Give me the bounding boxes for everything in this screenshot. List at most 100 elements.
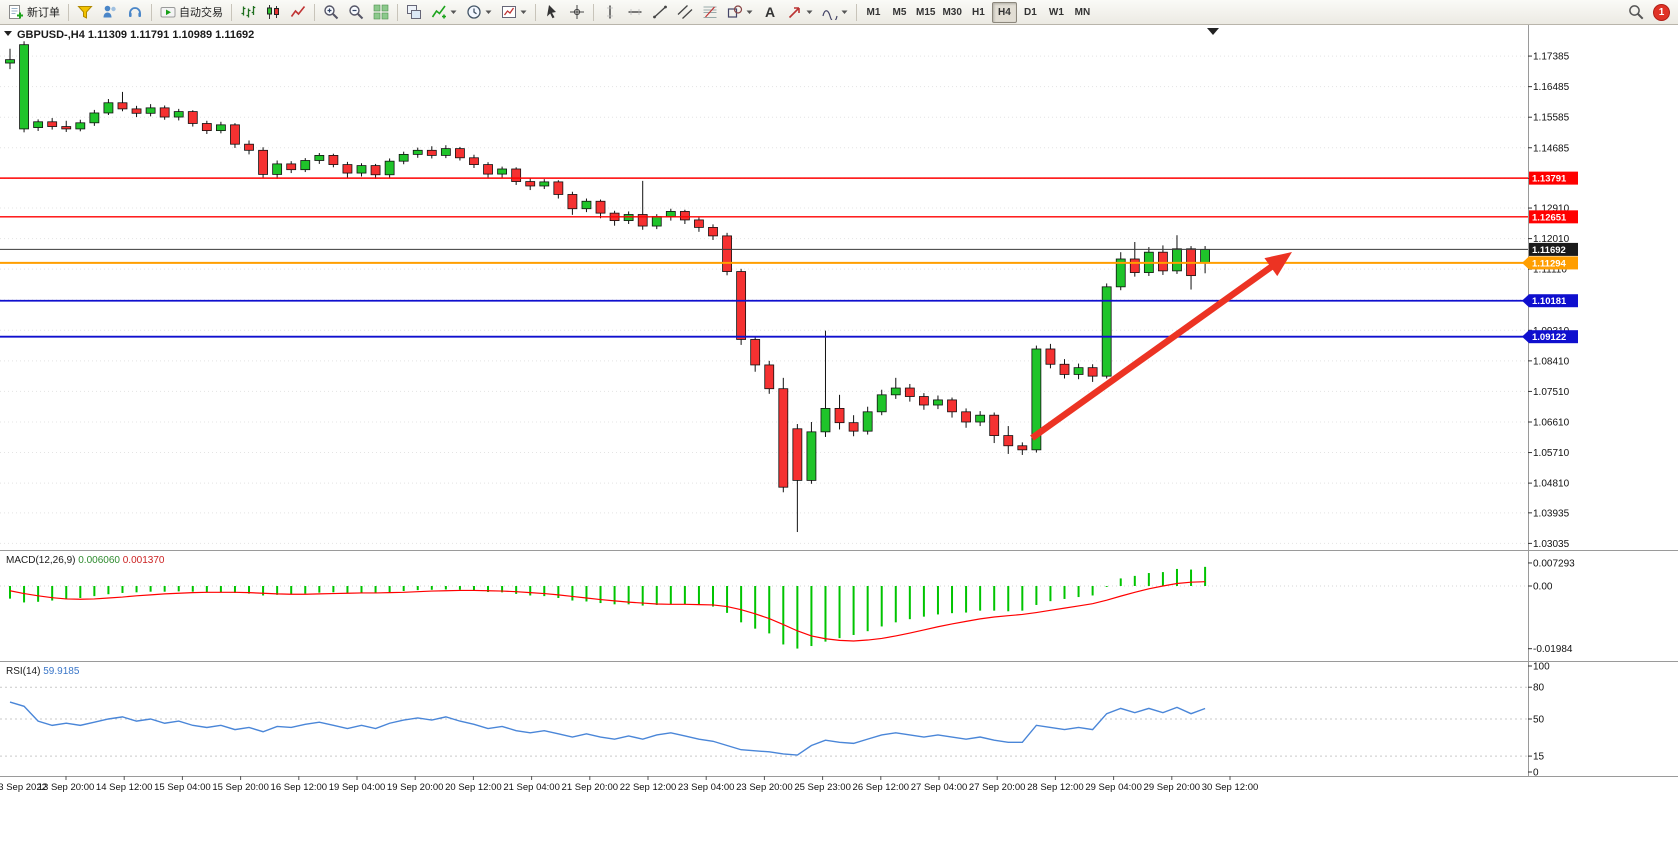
tf-m30[interactable]: M30 xyxy=(939,2,964,23)
candle xyxy=(862,406,873,435)
candle xyxy=(426,146,437,159)
candle xyxy=(750,336,761,372)
price-tag: 1.09122 xyxy=(1522,330,1578,344)
vertical-line-button[interactable] xyxy=(598,2,622,23)
one-click-trading-arrow[interactable] xyxy=(4,31,12,36)
candle xyxy=(1172,235,1182,274)
tf-m15[interactable]: M15 xyxy=(913,2,938,23)
price-tick-label: 1.06610 xyxy=(1533,417,1570,428)
tf-mn-label: MN xyxy=(1074,6,1091,18)
horizontal-line-button[interactable] xyxy=(623,2,647,23)
tf-m1-label: M1 xyxy=(866,6,881,18)
chart-shift-marker[interactable] xyxy=(1207,28,1219,35)
candle xyxy=(455,146,465,161)
cursor-button[interactable] xyxy=(540,2,564,23)
candle xyxy=(19,41,29,133)
candle xyxy=(370,163,381,179)
price-tick-label: 1.08410 xyxy=(1533,356,1570,367)
chart-canvas[interactable]: 1.173851.164851.155851.146851.137851.129… xyxy=(0,25,1678,848)
tf-h4[interactable]: H4 xyxy=(991,1,1017,23)
tf-h1[interactable]: H1 xyxy=(966,2,991,23)
zoom-out-button[interactable] xyxy=(344,2,368,23)
candle xyxy=(1059,359,1070,379)
time-tick-label: 25 Sep 23:00 xyxy=(794,782,851,793)
candle xyxy=(1045,343,1056,369)
tf-mn[interactable]: MN xyxy=(1070,2,1095,23)
candle xyxy=(1101,283,1112,379)
tile-windows-button[interactable] xyxy=(402,2,426,23)
macd-tick-label: -0.01984 xyxy=(1533,644,1573,655)
autotrading-button-label: 自动交易 xyxy=(179,7,223,19)
candle xyxy=(1003,426,1014,454)
candle xyxy=(975,411,986,427)
trendline-button[interactable] xyxy=(648,2,672,23)
autotrading-button[interactable]: 自动交易 xyxy=(156,2,227,23)
arrows-button[interactable] xyxy=(783,2,817,23)
candle xyxy=(258,147,268,179)
candle-chart-button[interactable] xyxy=(261,2,285,23)
candle xyxy=(1115,252,1126,291)
search-button[interactable] xyxy=(1624,2,1648,23)
grid-button[interactable] xyxy=(369,2,393,23)
periods-button[interactable] xyxy=(462,2,496,23)
bar-chart-button[interactable] xyxy=(236,2,260,23)
price-tag: 1.12651 xyxy=(1529,210,1578,224)
fibonacci-button[interactable] xyxy=(698,2,722,23)
market-watch-button[interactable] xyxy=(98,2,122,23)
panel-labels: GBPUSD-,H4 1.11309 1.11791 1.10989 1.116… xyxy=(4,29,254,677)
candle xyxy=(525,178,536,191)
crosshair-icon xyxy=(570,5,584,19)
toolbar-separator xyxy=(535,3,536,21)
text-button[interactable]: A xyxy=(758,2,782,23)
indicators-icon xyxy=(431,5,446,19)
candle xyxy=(567,191,578,215)
tf-m5[interactable]: M5 xyxy=(887,2,912,23)
candle xyxy=(230,123,240,148)
candle xyxy=(173,108,184,121)
new-order-button[interactable]: 新订单 xyxy=(4,2,64,23)
candle xyxy=(244,140,254,155)
crosshair-button[interactable] xyxy=(565,2,589,23)
cycles-button[interactable] xyxy=(818,2,852,23)
trend-arrow-annotation[interactable] xyxy=(1030,252,1292,441)
candle xyxy=(778,377,789,493)
market-watch-icon xyxy=(103,5,116,18)
candle xyxy=(103,99,114,115)
alerts-badge[interactable]: 1 xyxy=(1649,2,1674,23)
candle xyxy=(398,151,409,165)
candle xyxy=(694,217,704,232)
grid-icon xyxy=(373,4,389,20)
candle xyxy=(328,153,339,168)
line-chart-button[interactable] xyxy=(286,2,310,23)
candle xyxy=(1129,242,1140,277)
candle xyxy=(961,408,971,428)
tf-w1[interactable]: W1 xyxy=(1044,2,1069,23)
candle xyxy=(215,121,226,134)
time-tick-label: 29 Sep 04:00 xyxy=(1085,782,1142,793)
rsi-tick-label: 0 xyxy=(1533,768,1539,779)
candle xyxy=(1073,363,1084,380)
channel-button[interactable] xyxy=(673,2,697,23)
tf-m30-label: M30 xyxy=(942,6,962,18)
candle xyxy=(89,109,100,126)
candle xyxy=(1158,245,1168,275)
zoom-in-button[interactable] xyxy=(319,2,343,23)
candle xyxy=(469,154,479,168)
candle xyxy=(356,163,367,177)
price-tick-label: 1.03035 xyxy=(1533,539,1570,550)
metaeditor-button[interactable] xyxy=(73,2,97,23)
price-tick-label: 1.12910 xyxy=(1533,204,1570,215)
zoom-out-icon xyxy=(349,5,364,20)
shapes-button[interactable] xyxy=(723,2,757,23)
templates-button[interactable] xyxy=(497,2,531,23)
indicators-button[interactable] xyxy=(427,2,461,23)
candle xyxy=(595,199,606,219)
support-button[interactable] xyxy=(123,2,147,23)
tf-h4-label: H4 xyxy=(998,6,1011,18)
time-tick-label: 23 Sep 04:00 xyxy=(678,782,735,793)
macd-tick-label: 0.007293 xyxy=(1533,558,1575,569)
tf-d1[interactable]: D1 xyxy=(1018,2,1043,23)
macd-label: MACD(12,26,9) 0.006060 0.001370 xyxy=(6,555,165,566)
tf-m1[interactable]: M1 xyxy=(861,2,886,23)
